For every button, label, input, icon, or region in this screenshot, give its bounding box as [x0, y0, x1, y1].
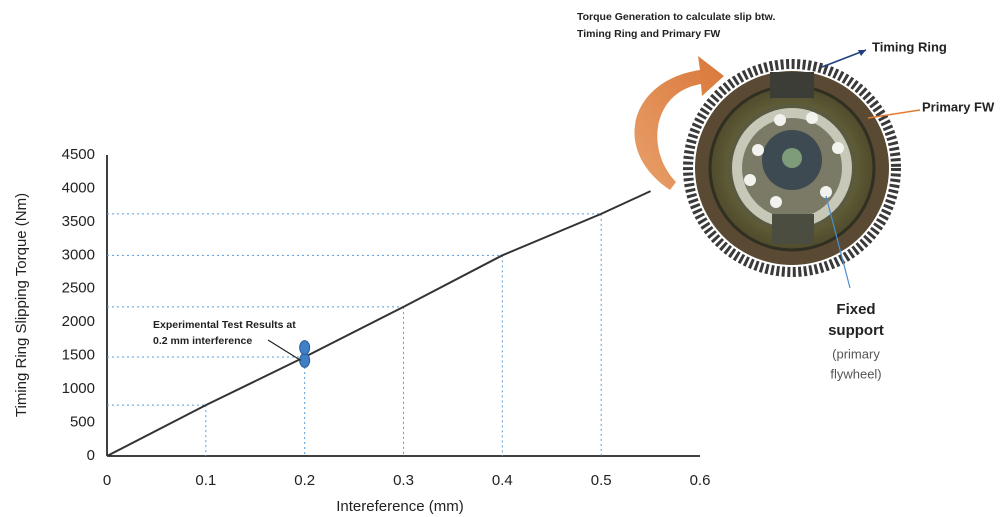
- x-tick-label: 0.3: [393, 472, 414, 489]
- point: [300, 353, 310, 367]
- y-tick-label: 4500: [62, 146, 95, 163]
- x-axis-title: Intereference (mm): [336, 498, 464, 515]
- y-tick-label: 1500: [62, 347, 95, 364]
- y-tick-label: 4000: [62, 179, 95, 196]
- flywheel-image: [634, 50, 920, 288]
- fixed-note: (primary: [832, 346, 880, 361]
- annotation: Experimental Test Results at: [153, 319, 296, 331]
- y-tick-label: 2000: [62, 313, 95, 330]
- caption: Torque Generation to calculate slip btw.: [577, 11, 775, 23]
- annotation: 0.2 mm interference: [153, 335, 252, 347]
- caption: Timing Ring and Primary FW: [577, 28, 720, 40]
- y-tick-label: 3500: [62, 213, 95, 230]
- x-tick-label: 0.6: [690, 472, 711, 489]
- point: [300, 341, 310, 355]
- fixed-note: flywheel): [830, 366, 881, 381]
- fixed-support-label: support: [828, 322, 884, 339]
- y-axis-title: Timing Ring Slipping Torque (Nm): [13, 193, 30, 417]
- y-tick-label: 1000: [62, 380, 95, 397]
- x-tick-label: 0: [103, 472, 111, 489]
- x-tick-label: 0.1: [195, 472, 216, 489]
- y-tick-label: 2500: [62, 280, 95, 297]
- primary-fw-label: Primary FW: [922, 99, 995, 114]
- y-tick-label: 3000: [62, 246, 95, 263]
- y-tick-label: 0: [87, 447, 95, 464]
- x-tick-label: 0.5: [591, 472, 612, 489]
- x-tick-label: 0.2: [294, 472, 315, 489]
- timing-ring-label: Timing Ring: [872, 39, 947, 54]
- chart: Torque Generation to calculate slip btw.…: [0, 0, 1008, 517]
- y-tick-label: 500: [70, 414, 95, 431]
- x-tick-label: 0.4: [492, 472, 513, 489]
- fixed-support-label: Fixed: [836, 301, 875, 318]
